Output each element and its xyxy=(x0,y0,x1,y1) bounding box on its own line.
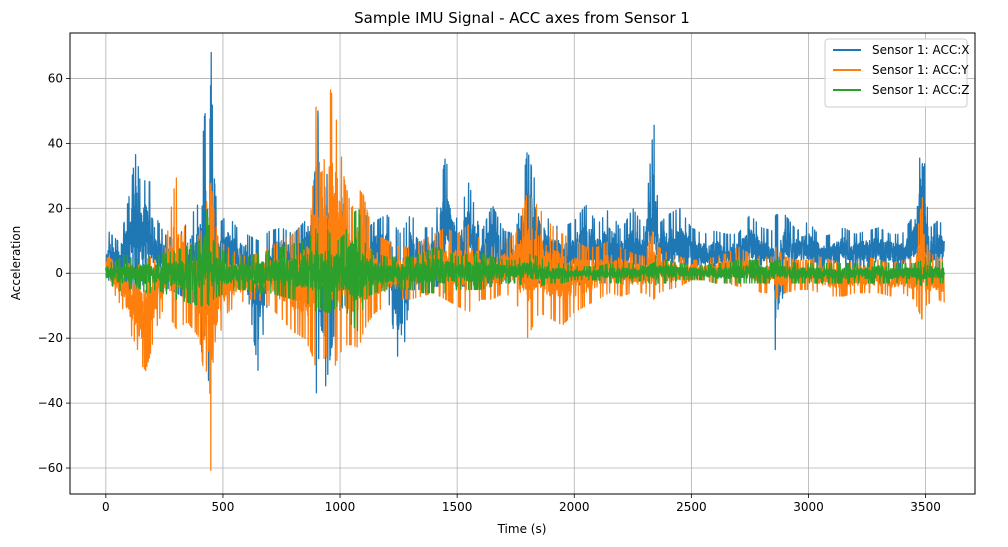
legend-label: Sensor 1: ACC:X xyxy=(872,43,969,57)
x-tick-label: 500 xyxy=(211,500,234,514)
y-tick-label: 40 xyxy=(48,136,63,150)
x-tick-label: 1500 xyxy=(442,500,473,514)
series-layer xyxy=(105,51,945,472)
plot-area xyxy=(105,51,945,472)
x-axis-ticks: 0 500 1000 1500 2000 2500 3000 3500 xyxy=(102,494,941,514)
y-tick-label: 0 xyxy=(55,266,63,280)
x-tick-label: 2000 xyxy=(559,500,590,514)
y-axis-ticks: −60 −40 −20 0 20 40 60 xyxy=(38,71,70,475)
legend-label: Sensor 1: ACC:Y xyxy=(872,63,969,77)
x-tick-label: 3000 xyxy=(793,500,824,514)
y-tick-label: 20 xyxy=(48,201,63,215)
x-tick-label: 2500 xyxy=(676,500,707,514)
y-tick-label: −60 xyxy=(38,461,63,475)
plot-frame xyxy=(69,32,976,495)
chart-title: Sample IMU Signal - ACC axes from Sensor… xyxy=(354,9,690,27)
grid-lines xyxy=(70,33,975,494)
x-tick-label: 1000 xyxy=(325,500,356,514)
legend: Sensor 1: ACC:X Sensor 1: ACC:Y Sensor 1: … xyxy=(824,38,969,108)
x-tick-label: 0 xyxy=(102,500,110,514)
y-tick-label: −20 xyxy=(38,331,63,345)
series-line xyxy=(105,209,945,332)
x-tick-label: 3500 xyxy=(910,500,941,514)
y-axis-label: Acceleration xyxy=(9,226,23,301)
y-tick-label: −40 xyxy=(38,396,63,410)
y-tick-label: 60 xyxy=(48,71,63,85)
x-axis-label: Time (s) xyxy=(497,522,547,536)
legend-label: Sensor 1: ACC:Z xyxy=(872,83,969,97)
